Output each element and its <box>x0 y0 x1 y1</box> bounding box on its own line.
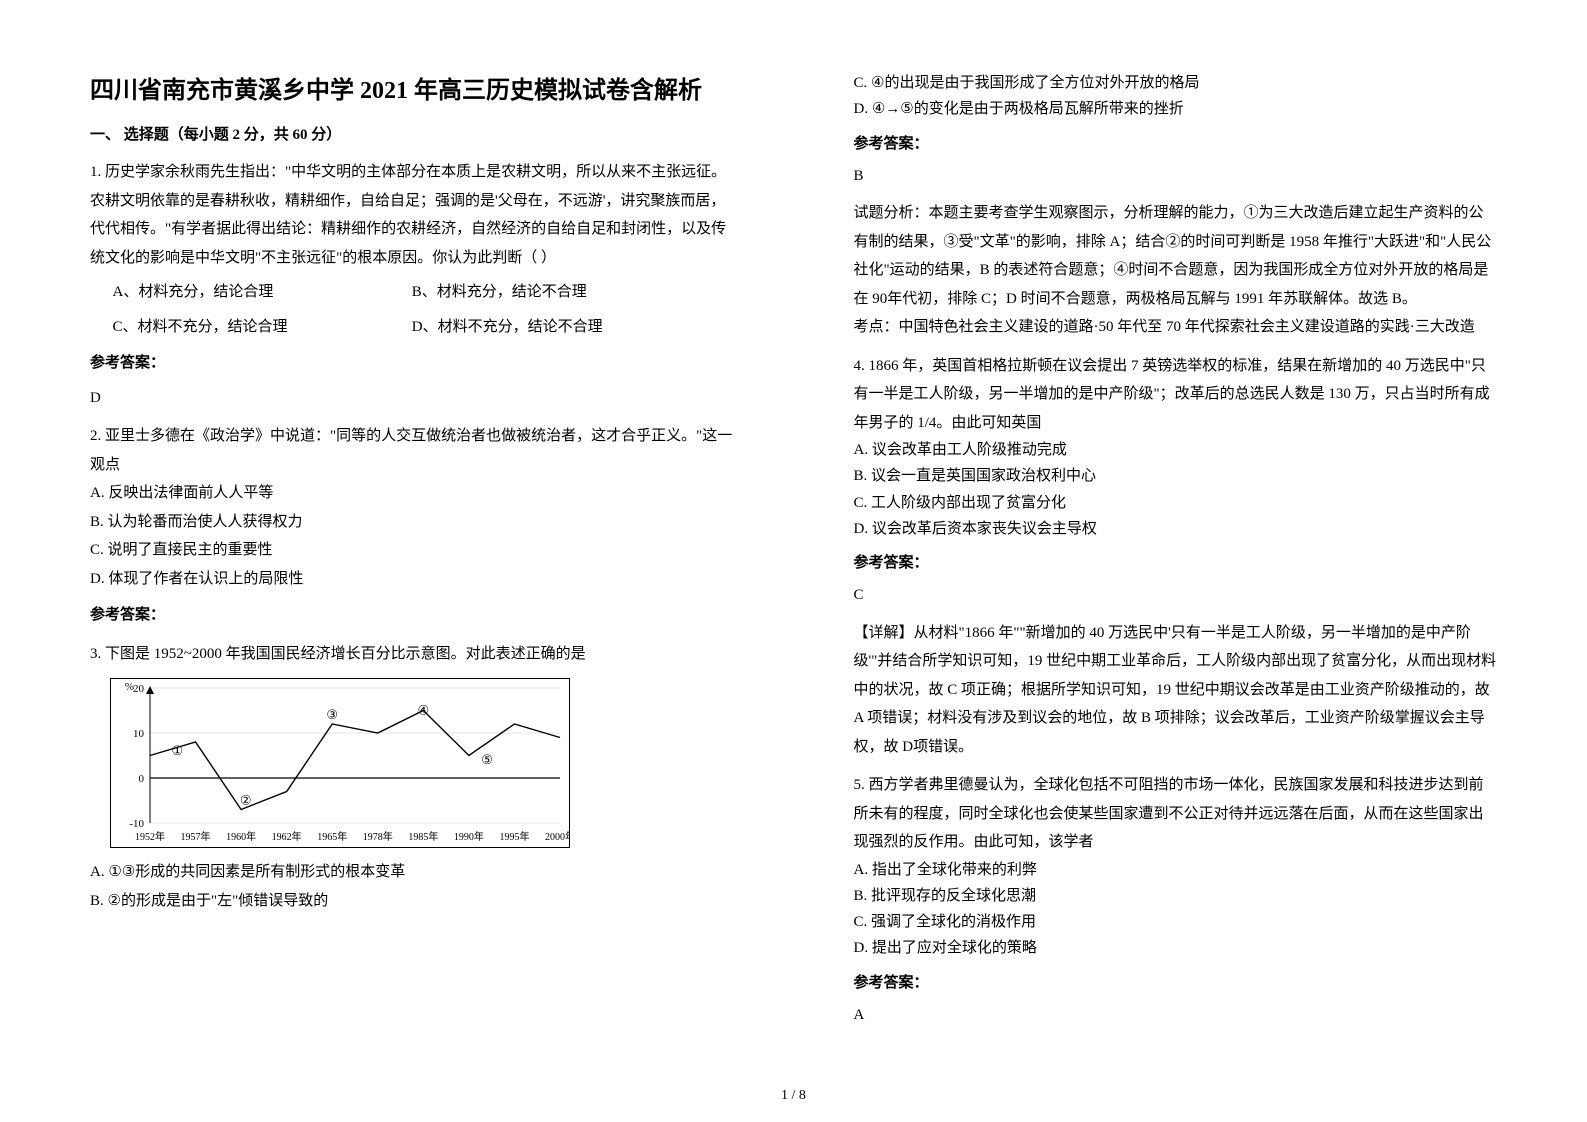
q5-option-a: A. 指出了全球化带来的利弊 <box>854 857 1498 883</box>
q2-text: 2. 亚里士多德在《政治学》中说道："同等的人交互做统治者也做被统治者，这才合乎… <box>90 422 734 479</box>
question-1: 1. 历史学家余秋雨先生指出："中华文明的主体部分在本质上是农耕文明，所以从来不… <box>90 158 734 412</box>
q4-option-a: A. 议会改革由工人阶级推动完成 <box>854 437 1498 463</box>
svg-text:③: ③ <box>326 707 338 722</box>
svg-text:①: ① <box>172 743 184 758</box>
section-1-header: 一、 选择题（每小题 2 分，共 60 分） <box>90 123 734 144</box>
q3-text: 3. 下图是 1952~2000 年我国国民经济增长百分比示意图。对此表述正确的… <box>90 640 734 669</box>
page-footer: 1 / 8 <box>0 1088 1587 1104</box>
svg-text:④: ④ <box>418 703 430 718</box>
q5-text: 5. 西方学者弗里德曼认为，全球化包括不可阻挡的市场一体化，民族国家发展和科技进… <box>854 771 1498 857</box>
question-5: 5. 西方学者弗里德曼认为，全球化包括不可阻挡的市场一体化，民族国家发展和科技进… <box>854 771 1498 1028</box>
q3-answer: B <box>854 163 1498 189</box>
svg-text:-10: -10 <box>129 818 144 830</box>
svg-text:1960年: 1960年 <box>226 830 256 843</box>
q3-chart: -10 0 10 20% 1952年 1957年 1960年 1962年 1965年 1978年 1… <box>110 678 734 848</box>
q1-answer-label: 参考答案： <box>90 349 734 378</box>
svg-text:1952年: 1952年 <box>135 830 165 843</box>
svg-text:1990年: 1990年 <box>454 830 484 843</box>
q2-option-d: D. 体现了作者在认识上的局限性 <box>90 565 734 594</box>
q3-kaodian: 考点：中国特色社会主义建设的道路·50 年代至 70 年代探索社会主义建设道路的… <box>854 313 1498 342</box>
q3-answer-label: 参考答案： <box>854 131 1498 157</box>
q4-text: 4. 1866 年，英国首相格拉斯顿在议会提出 7 英镑选举权的标准，结果在新增… <box>854 352 1498 438</box>
svg-text:%: % <box>125 681 134 693</box>
q5-answer-label: 参考答案： <box>854 970 1498 996</box>
q1-option-b: B、材料充分，结论不合理 <box>412 278 734 307</box>
q3-option-c: C. ④的出现是由于我国形成了全方位对外开放的格局 <box>854 70 1498 96</box>
svg-text:0: 0 <box>139 773 145 785</box>
q1-answer: D <box>90 384 734 413</box>
question-4: 4. 1866 年，英国首相格拉斯顿在议会提出 7 英镑选举权的标准，结果在新增… <box>854 352 1498 762</box>
q2-option-c: C. 说明了直接民主的重要性 <box>90 536 734 565</box>
q4-option-b: B. 议会一直是英国国家政治权利中心 <box>854 463 1498 489</box>
svg-text:20: 20 <box>133 683 145 695</box>
q5-option-c: C. 强调了全球化的消极作用 <box>854 909 1498 935</box>
svg-text:10: 10 <box>133 728 145 740</box>
q1-option-d: D、材料不充分，结论不合理 <box>412 313 734 342</box>
left-column: 四川省南充市黄溪乡中学 2021 年高三历史模拟试卷含解析 一、 选择题（每小题… <box>0 0 794 1122</box>
q5-answer: A <box>854 1002 1498 1028</box>
svg-text:②: ② <box>240 793 252 808</box>
right-column: C. ④的出现是由于我国形成了全方位对外开放的格局 D. ④→⑤的变化是由于两极… <box>794 0 1587 1122</box>
question-3-continued: C. ④的出现是由于我国形成了全方位对外开放的格局 D. ④→⑤的变化是由于两极… <box>854 70 1498 342</box>
q3-analysis: 试题分析：本题主要考查学生观察图示，分析理解的能力，①为三大改造后建立起生产资料… <box>854 199 1498 313</box>
q3-option-d: D. ④→⑤的变化是由于两极格局瓦解所带来的挫折 <box>854 96 1498 122</box>
svg-text:1957年: 1957年 <box>181 830 211 843</box>
q4-answer-label: 参考答案： <box>854 550 1498 576</box>
q3-option-a: A. ①③形成的共同因素是所有制形式的根本变革 <box>90 858 734 887</box>
question-2: 2. 亚里士多德在《政治学》中说道："同等的人交互做统治者也做被统治者，这才合乎… <box>90 422 734 630</box>
exam-title: 四川省南充市黄溪乡中学 2021 年高三历史模拟试卷含解析 <box>90 70 734 105</box>
q3-option-b: B. ②的形成是由于"左"倾错误导致的 <box>90 887 734 916</box>
q5-option-d: D. 提出了应对全球化的策略 <box>854 935 1498 961</box>
q5-option-b: B. 批评现存的反全球化思潮 <box>854 883 1498 909</box>
svg-text:1985年: 1985年 <box>408 830 438 843</box>
svg-text:1978年: 1978年 <box>363 830 393 843</box>
svg-text:⑤: ⑤ <box>481 752 493 767</box>
q2-option-a: A. 反映出法律面前人人平等 <box>90 479 734 508</box>
svg-text:1995年: 1995年 <box>499 830 529 843</box>
q2-answer-label: 参考答案： <box>90 601 734 630</box>
svg-text:1965年: 1965年 <box>317 830 347 843</box>
q1-text: 1. 历史学家余秋雨先生指出："中华文明的主体部分在本质上是农耕文明，所以从来不… <box>90 158 734 272</box>
q4-analysis: 【详解】从材料"1866 年""新增加的 40 万选民中'只有一半是工人阶级，另… <box>854 619 1498 762</box>
svg-text:2000年: 2000年 <box>545 830 570 843</box>
q2-option-b: B. 认为轮番而治使人人获得权力 <box>90 508 734 537</box>
q1-option-c: C、材料不充分，结论合理 <box>90 313 412 342</box>
q4-answer: C <box>854 582 1498 608</box>
q4-option-c: C. 工人阶级内部出现了贫富分化 <box>854 490 1498 516</box>
q1-option-a: A、材料充分，结论合理 <box>90 278 412 307</box>
svg-text:1962年: 1962年 <box>272 830 302 843</box>
q4-option-d: D. 议会改革后资本家丧失议会主导权 <box>854 516 1498 542</box>
question-3: 3. 下图是 1952~2000 年我国国民经济增长百分比示意图。对此表述正确的… <box>90 640 734 916</box>
